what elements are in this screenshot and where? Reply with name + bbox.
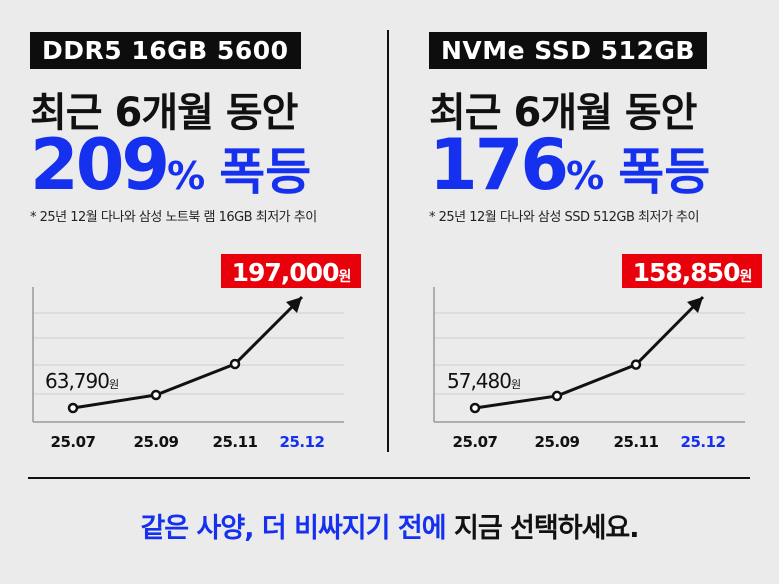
end-value-callout [622, 254, 762, 288]
percent: 176 [429, 124, 569, 206]
series-line [474, 295, 705, 410]
x-tick-label: 25.11 [213, 433, 258, 451]
source-note: * 25년 12월 다나와 삼성 SSD 512GB 최저가 추이 [429, 210, 699, 225]
footer-black: 지금 선택하세요. [445, 513, 640, 544]
end-value-label: 158,850원 [633, 258, 752, 287]
series-line [72, 295, 304, 410]
percent-sign: % [566, 154, 605, 198]
x-tick-label: 25.07 [51, 433, 96, 451]
data-point [469, 402, 481, 414]
price-charts: 25.07 25.09 25.11 25.12 63,790원 197,000원 25.07… [32, 254, 762, 451]
footer-message: 같은 사양, 더 비싸지기 전에 지금 선택하세요. [0, 506, 779, 545]
percent: 209 [30, 124, 170, 206]
x-tick-label: 25.07 [453, 433, 498, 451]
product-tag: DDR5 16GB 5600 [30, 32, 301, 69]
surge-text: 209% 폭등 [30, 124, 311, 206]
surge-word: 폭등 [618, 143, 711, 201]
data-point [551, 390, 563, 402]
surge-text: 176% 폭등 [429, 124, 710, 206]
ssd-panel: NVMe SSD 512GB 최근 6개월 동안 176% 폭등 * 25년 12… [389, 0, 778, 470]
start-value-label: 57,480원 [447, 369, 520, 393]
x-tick-label: 25.12 [280, 433, 325, 451]
x-tick-label: 25.09 [134, 433, 179, 451]
x-tick-label: 25.11 [614, 433, 659, 451]
product-tag: NVMe SSD 512GB [429, 32, 707, 69]
percent-sign: % [167, 154, 206, 198]
unit: 원 [338, 269, 350, 285]
arrow-head [286, 297, 302, 313]
end-value-callout [221, 254, 361, 288]
unit: 원 [511, 378, 520, 391]
divider-horizontal [28, 477, 750, 479]
arrow-head [687, 297, 703, 313]
surge-word: 폭등 [219, 143, 312, 201]
divider-vertical [387, 30, 389, 452]
unit: 원 [109, 378, 118, 391]
headline: 최근 6개월 동안 [429, 90, 697, 136]
data-point [630, 359, 642, 370]
footer-blue: 같은 사양, 더 비싸지기 전에 [140, 513, 446, 544]
headline: 최근 6개월 동안 [30, 90, 298, 136]
unit: 원 [739, 269, 751, 285]
x-tick-label: 25.09 [535, 433, 580, 451]
start-value-label: 63,790원 [45, 369, 118, 393]
data-point [229, 358, 241, 370]
source-note: * 25년 12월 다나와 삼성 노트북 램 16GB 최저가 추이 [30, 210, 317, 225]
ddr5-panel: DDR5 16GB 5600 최근 6개월 동안 209% 폭등 * 25년 12… [0, 0, 389, 470]
x-tick-label: 25.12 [681, 433, 726, 451]
end-value-label: 197,000원 [232, 258, 351, 287]
data-point [150, 389, 162, 401]
data-point [67, 402, 79, 414]
